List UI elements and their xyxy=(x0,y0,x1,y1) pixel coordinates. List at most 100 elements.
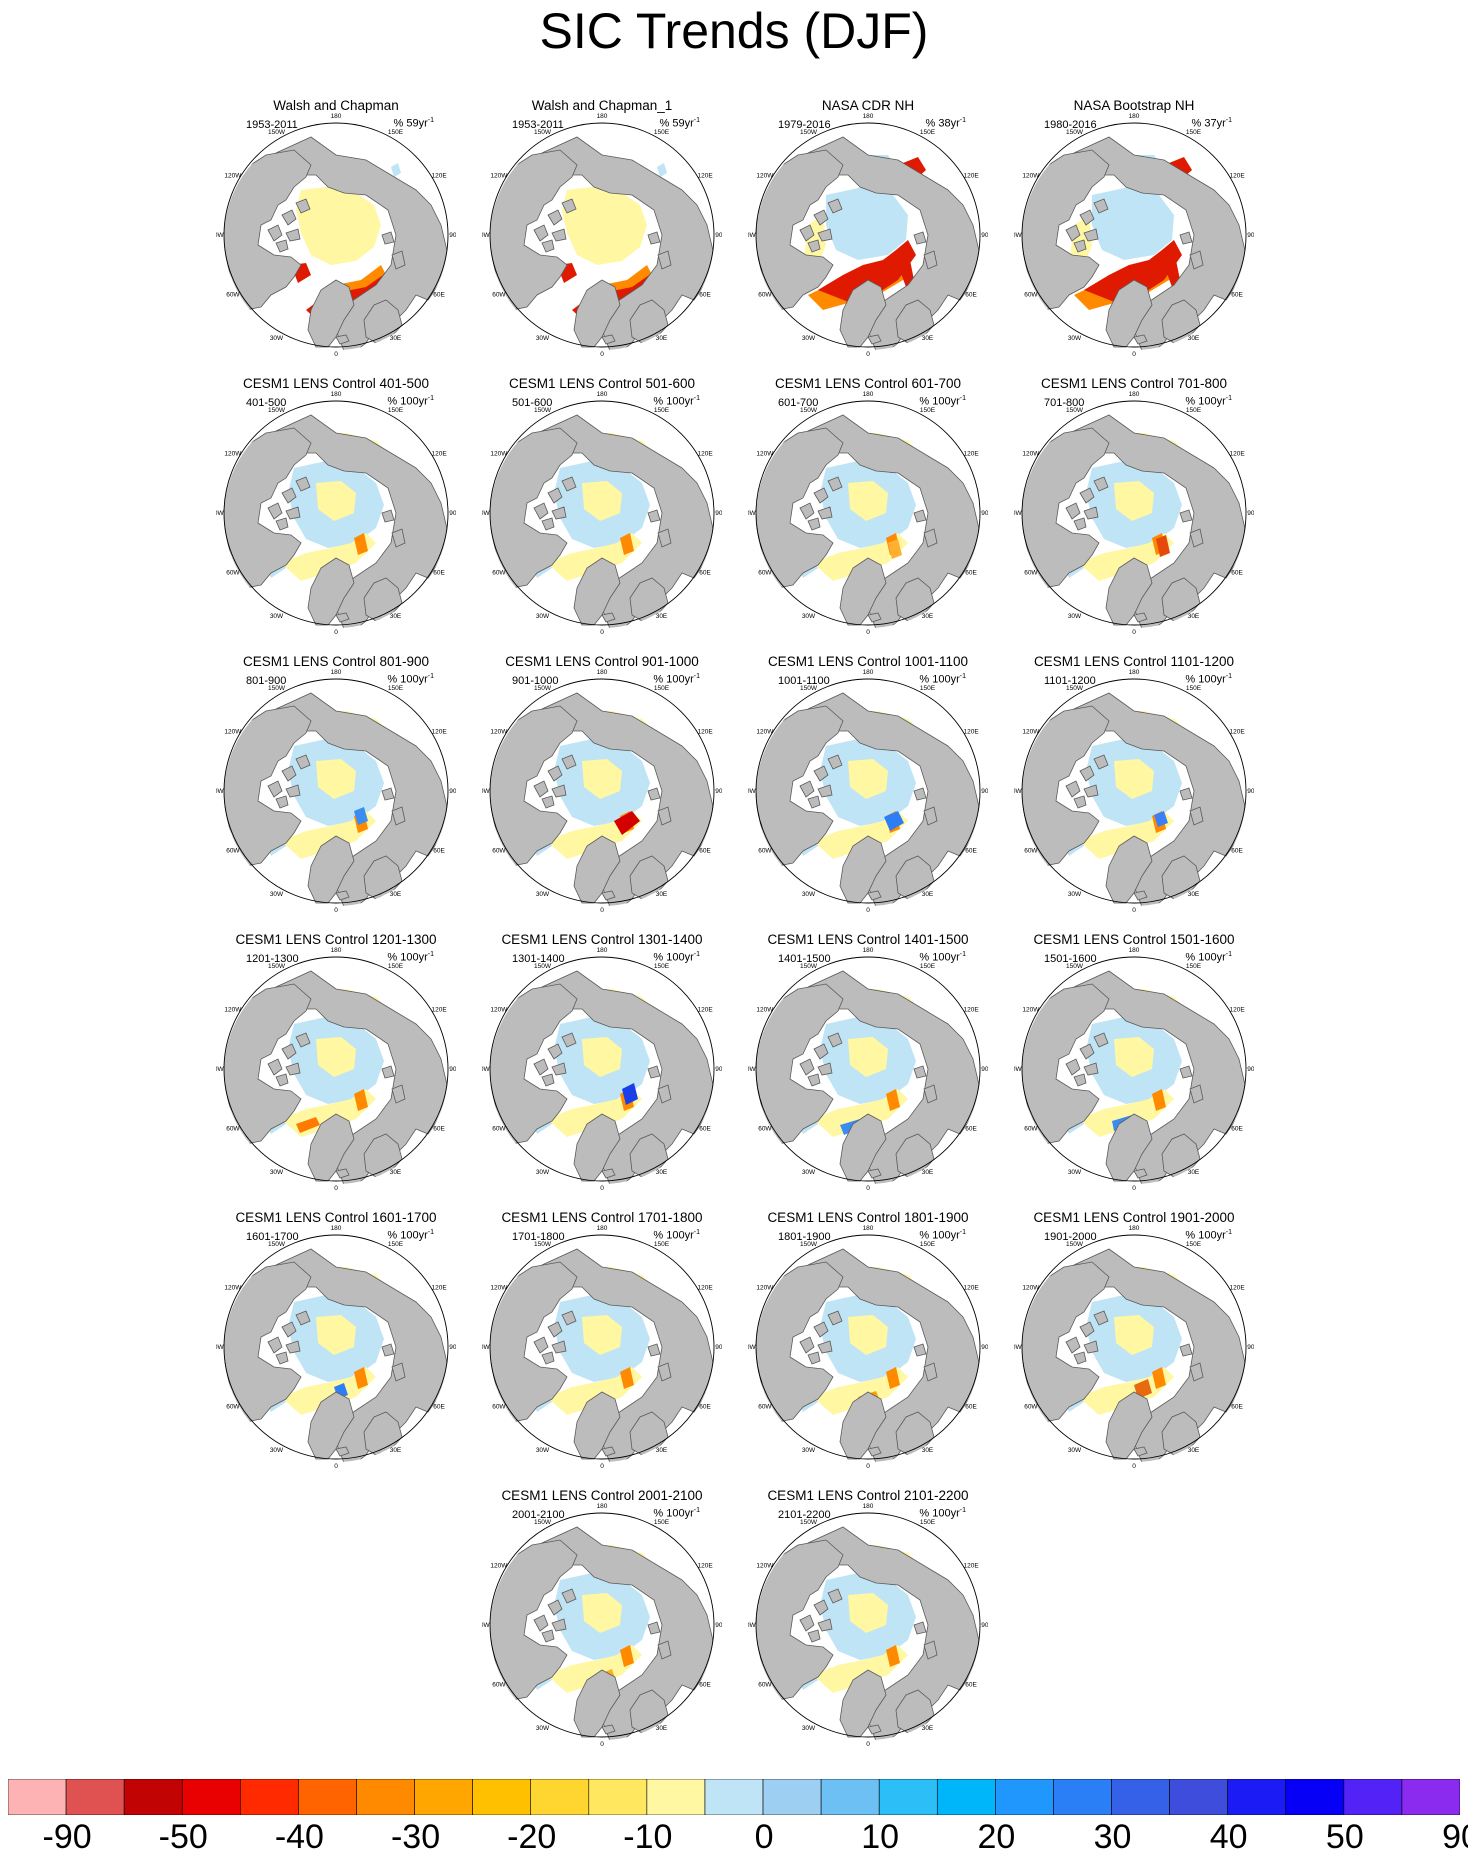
map-boundary xyxy=(489,122,715,348)
polar-map: 180 150E 120E 90E 60E 30E 0 30W 60W 90W 120W 150W xyxy=(482,113,722,358)
land-mass xyxy=(817,228,833,242)
map-boundary xyxy=(755,122,981,348)
land-mass xyxy=(561,1310,577,1326)
sic-trend-region xyxy=(848,1593,888,1633)
panel-years-label: 701-800 xyxy=(1044,397,1085,409)
land-mass xyxy=(335,334,350,345)
panel-units-exponent: -1 xyxy=(693,395,700,402)
longitude-label: 30W xyxy=(1068,613,1082,620)
map-panel: CESM1 LENS Control 1401-1500 1401-1500 % 1… xyxy=(748,932,988,1192)
longitude-label: 150W xyxy=(534,685,552,692)
map-panel: CESM1 LENS Control 1101-1200 1101-1200 % 1… xyxy=(1014,654,1254,914)
longitude-label: 120W xyxy=(756,1007,774,1014)
map-boundary xyxy=(223,400,449,626)
land-mass xyxy=(1079,765,1095,782)
sic-trend-region xyxy=(620,533,634,555)
sic-trend-extreme xyxy=(884,811,904,831)
panel-units-label: % 100yr-1 xyxy=(1185,673,1232,686)
longitude-label: 0 xyxy=(334,1463,338,1470)
longitude-label: 0 xyxy=(334,907,338,914)
land-mass xyxy=(573,835,621,904)
panel-units-text: % 100yr xyxy=(919,1229,960,1242)
colorbar-swatch xyxy=(123,1779,183,1815)
longitude-label: 30W xyxy=(536,613,550,620)
land-mass xyxy=(757,136,980,350)
map-panel: Walsh and Chapman_1 1953-2011% 59yr-1 180 1… xyxy=(482,98,722,358)
land-mass xyxy=(391,1084,406,1104)
longitude-label: 60W xyxy=(226,848,240,855)
sic-trend-region xyxy=(886,1089,900,1111)
longitude-label: 60W xyxy=(492,570,506,577)
longitude-label: 60W xyxy=(1024,848,1038,855)
panel-years-label: 2001-2100 xyxy=(512,1509,565,1521)
colorbar-tick-label: -50 xyxy=(158,1818,208,1856)
longitude-label: 150W xyxy=(534,1241,552,1248)
land-mass xyxy=(285,784,301,798)
longitude-label: 60W xyxy=(492,1126,506,1133)
land-mass xyxy=(1073,1073,1087,1087)
land-mass xyxy=(335,1446,350,1457)
land-mass xyxy=(281,1321,297,1338)
land-mass xyxy=(813,1321,829,1338)
land-mass xyxy=(491,136,714,350)
land-mass xyxy=(1083,784,1099,798)
longitude-label: 120E xyxy=(698,729,714,736)
longitude-label: 90E xyxy=(1247,1344,1254,1351)
longitude-label: 30E xyxy=(1188,1447,1200,1454)
panel-years-label: 2101-2200 xyxy=(778,1509,831,1521)
land-mass xyxy=(490,983,578,1145)
longitude-label: 60W xyxy=(758,848,772,855)
sic-trend-region xyxy=(316,1037,356,1077)
land-mass xyxy=(295,476,311,492)
land-mass xyxy=(490,149,578,311)
longitude-label: 90W xyxy=(482,232,491,239)
land-mass xyxy=(1023,136,1246,350)
longitude-label: 30W xyxy=(802,1725,816,1732)
longitude-label: 90E xyxy=(449,232,456,239)
sic-trend-region xyxy=(582,1315,622,1355)
land-mass xyxy=(867,1446,882,1457)
polar-map: 180 150E 120E 90E 60E 30E 0 30W 60W 90W 120W 150W xyxy=(1014,947,1254,1192)
colorbar xyxy=(8,1779,1460,1815)
longitude-label: 180 xyxy=(863,1225,874,1232)
panel-units-exponent: -1 xyxy=(959,117,966,124)
land-mass xyxy=(1189,1084,1204,1104)
land-mass xyxy=(285,228,301,242)
longitude-label: 90W xyxy=(748,232,757,239)
longitude-label: 90E xyxy=(1247,788,1254,795)
panel-units-text: % 100yr xyxy=(1185,1229,1226,1242)
land-mass xyxy=(601,1168,616,1179)
land-mass xyxy=(1065,224,1081,242)
land-mass xyxy=(1093,1310,1109,1326)
land-mass xyxy=(799,502,815,520)
longitude-label: 120W xyxy=(756,729,774,736)
longitude-label: 30W xyxy=(802,1447,816,1454)
longitude-label: 30W xyxy=(536,335,550,342)
longitude-label: 150W xyxy=(800,407,818,414)
land-mass xyxy=(533,1058,549,1076)
polar-map: 180 150E 120E 90E 60E 30E 0 30W 60W 90W 120W 150W xyxy=(482,391,722,636)
land-mass xyxy=(267,224,283,242)
panel-title: CESM1 LENS Control 1901-2000 xyxy=(1033,1210,1235,1225)
longitude-label: 0 xyxy=(600,1185,604,1192)
longitude-label: 30E xyxy=(390,1169,402,1176)
land-mass xyxy=(867,612,882,623)
sic-trend-region xyxy=(848,481,888,521)
panel-units-exponent: -1 xyxy=(1225,395,1232,402)
longitude-label: 60E xyxy=(433,292,445,299)
panel-years-label: 1979-2016 xyxy=(778,119,831,131)
panel-units-exponent: -1 xyxy=(693,673,700,680)
land-mass xyxy=(1179,787,1193,801)
sic-trend-region xyxy=(818,240,916,305)
sic-trend-region xyxy=(1152,1089,1166,1111)
colorbar-swatch xyxy=(65,1779,125,1815)
polar-map: 180 150E 120E 90E 60E 30E 0 30W 60W 90W 120W 150W xyxy=(748,1225,988,1470)
land-mass xyxy=(1105,1113,1153,1182)
longitude-label: 60E xyxy=(1231,1404,1243,1411)
land-mass xyxy=(224,427,312,589)
land-mass xyxy=(913,1065,927,1079)
map-boundary xyxy=(755,1512,981,1738)
longitude-label: 30E xyxy=(656,1725,668,1732)
land-mass xyxy=(817,1062,833,1076)
land-mass xyxy=(295,1310,311,1326)
